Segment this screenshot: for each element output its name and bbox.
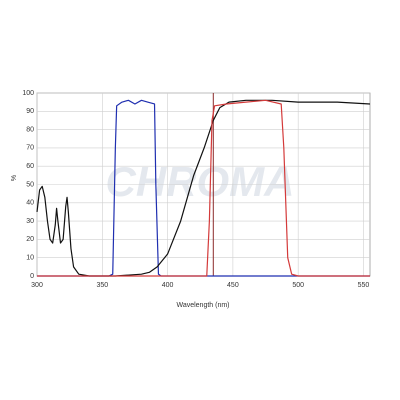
watermark: CHROMA [106,158,295,205]
x-axis-label: Wavelength (nm) [176,302,229,309]
x-tick-label: 500 [292,282,304,289]
x-tick-label: 450 [227,282,239,289]
y-tick-label: 10 [26,255,34,262]
y-tick-label: 40 [26,200,34,207]
y-tick-label: 90 [26,108,34,115]
y-tick-label: 60 [26,163,34,170]
series-line [37,99,370,277]
x-tick-label: 350 [96,282,108,289]
y-tick-label: 30 [26,218,34,225]
y-tick-label: 70 [26,145,34,152]
y-tick-label: 80 [26,126,34,133]
x-tick-label: 300 [31,282,43,289]
series-line [37,99,370,277]
y-tick-label: 50 [26,181,34,188]
y-axis-label: % [11,175,18,181]
x-tick-label: 400 [162,282,174,289]
y-tick-label: 0 [30,273,34,280]
x-tick-label: 550 [358,282,370,289]
y-tick-label: 100 [22,90,34,97]
series-line [36,99,371,277]
y-tick-label: 20 [26,236,34,243]
